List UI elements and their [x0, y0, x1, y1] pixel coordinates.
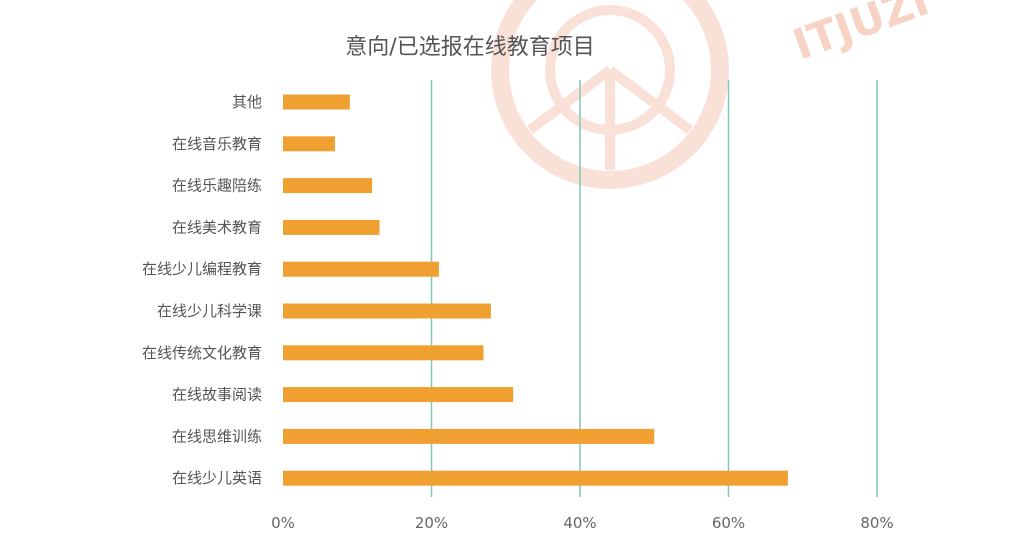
- category-label: 在线少儿科学课: [157, 302, 262, 320]
- category-label: 在线少儿编程教育: [142, 260, 262, 278]
- bar: [283, 136, 335, 152]
- x-tick-label: 80%: [860, 514, 893, 532]
- chart-title: 意向/已选报在线教育项目: [345, 35, 594, 60]
- bar: [283, 428, 655, 444]
- x-tick-labels: 0% 20% 40% 60% 80%: [271, 514, 894, 532]
- bars: [283, 94, 788, 486]
- bar: [283, 387, 514, 403]
- bar: [283, 219, 380, 235]
- grid-lines: [430, 80, 878, 497]
- bar: [283, 470, 788, 486]
- category-label: 在线故事阅读: [172, 386, 262, 404]
- x-tick-label: 0%: [271, 514, 295, 532]
- category-label: 在线乐趣陪练: [172, 177, 262, 195]
- x-tick-label: 40%: [563, 514, 596, 532]
- bar: [283, 345, 484, 361]
- watermark-text: ITJUZI: [787, 0, 935, 69]
- watermark-logo-icon: [491, 0, 729, 189]
- category-label: 在线传统文化教育: [142, 344, 262, 362]
- x-tick-label: 60%: [712, 514, 745, 532]
- category-labels: 其他在线音乐教育在线乐趣陪练在线美术教育在线少儿编程教育在线少儿科学课在线传统文…: [142, 93, 262, 487]
- x-tick-label: 20%: [415, 514, 448, 532]
- category-label: 在线音乐教育: [172, 135, 262, 153]
- bar: [283, 303, 491, 319]
- category-label: 在线美术教育: [172, 218, 262, 236]
- bar: [283, 178, 373, 194]
- bar: [283, 261, 439, 277]
- bar: [283, 94, 350, 110]
- category-label: 其他: [232, 93, 262, 111]
- category-label: 在线少儿英语: [172, 469, 262, 487]
- category-label: 在线思维训练: [172, 427, 262, 445]
